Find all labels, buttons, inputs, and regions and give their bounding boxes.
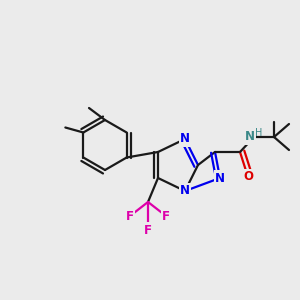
Text: N: N bbox=[245, 130, 255, 143]
Text: F: F bbox=[144, 224, 152, 236]
Text: F: F bbox=[162, 209, 170, 223]
Text: N: N bbox=[215, 172, 225, 184]
Text: N: N bbox=[180, 184, 190, 197]
Text: F: F bbox=[126, 209, 134, 223]
Text: N: N bbox=[180, 133, 190, 146]
Text: O: O bbox=[243, 170, 253, 184]
Text: H: H bbox=[255, 128, 263, 138]
